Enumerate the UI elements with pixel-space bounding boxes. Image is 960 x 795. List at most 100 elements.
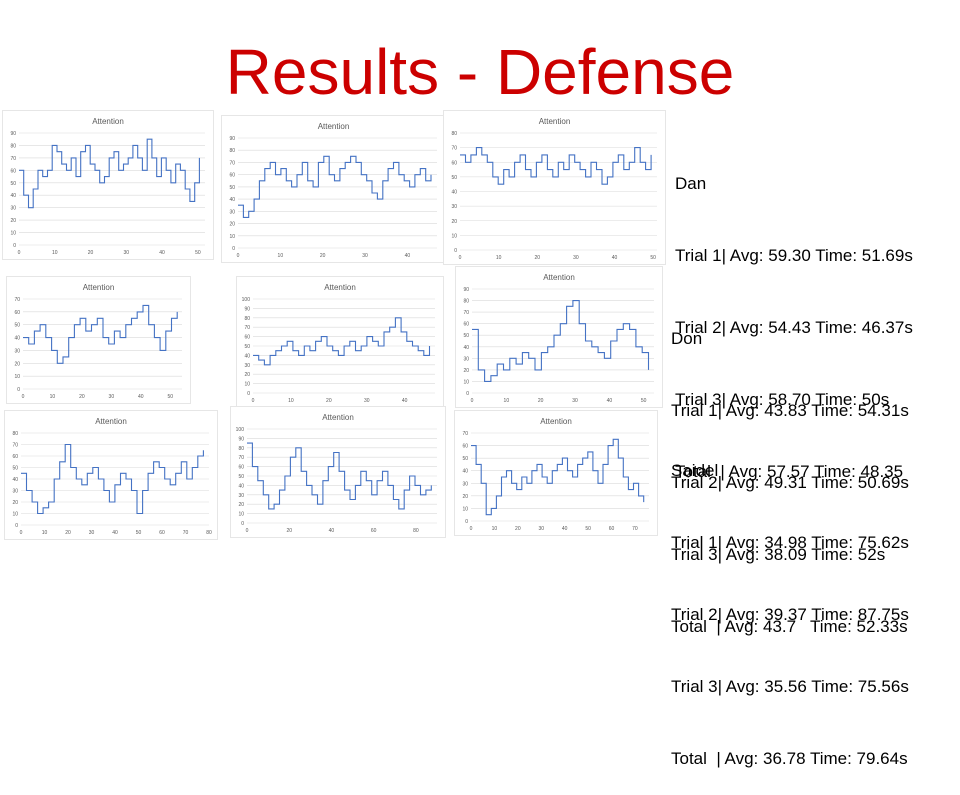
y-tick-label: 0: [17, 387, 20, 393]
stats-line: Total | Avg: 36.78 Time: 79.64s: [671, 749, 908, 768]
x-tick-label: 30: [109, 394, 115, 400]
y-tick-label: 30: [463, 356, 469, 362]
stats-line: Trial 2| Avg: 49.31 Time: 50.69s: [671, 473, 909, 492]
y-tick-label: 50: [12, 466, 18, 472]
series-line: [460, 147, 652, 185]
x-tick-label: 20: [515, 526, 521, 532]
stats-line: Trial 2| Avg: 39.37 Time: 87.75s: [671, 605, 909, 624]
y-tick-label: 60: [229, 173, 235, 179]
chart-svg: Attention 0 10 20 30 40 50 60 70 80 90 0 10 20 30 40 50: [463, 273, 654, 404]
stats-line: Trial 1| Avg: 34.98 Time: 75.62s: [671, 533, 909, 552]
x-tick-label: 40: [138, 394, 144, 400]
stats-line: Trial 2| Avg: 54.43 Time: 46.37s: [675, 318, 913, 337]
x-tick-label: 20: [79, 394, 85, 400]
x-tick-label: 20: [326, 398, 332, 404]
y-tick-label: 60: [451, 160, 457, 166]
y-tick-label: 20: [463, 368, 469, 374]
y-tick-label: 40: [238, 483, 244, 489]
y-tick-label: 80: [229, 148, 235, 154]
y-tick-label: 20: [14, 361, 20, 367]
y-tick-label: 70: [10, 156, 16, 162]
chart-svg: Attention 0 10 20 30 40 50 60 70 0 10 20 30 40 50: [14, 283, 182, 400]
chart-don-trial-2: Attention 0 10 20 30 40 50 60 70 80 90 100 0 10 20 30 40: [236, 276, 444, 408]
y-tick-label: 10: [14, 374, 20, 380]
y-tick-label: 10: [10, 231, 16, 237]
y-tick-label: 80: [451, 131, 457, 137]
x-tick-label: 20: [286, 528, 292, 534]
y-tick-label: 0: [232, 246, 235, 252]
chart-title: Attention: [318, 122, 350, 131]
y-tick-label: 80: [244, 316, 250, 322]
x-tick-label: 40: [159, 250, 165, 256]
chart-svg: Attention 0 10 20 30 40 50 60 70 80 90 0 10 20 30 40 50: [10, 117, 205, 256]
y-tick-label: 10: [451, 233, 457, 239]
stats-line: Trial 3| Avg: 35.56 Time: 75.56s: [671, 677, 909, 696]
x-tick-label: 0: [237, 253, 240, 259]
x-tick-label: 50: [136, 530, 142, 536]
chart-title: Attention: [543, 273, 575, 282]
chart-title: Attention: [83, 283, 115, 292]
y-tick-label: 30: [462, 481, 468, 487]
x-tick-label: 0: [22, 394, 25, 400]
x-tick-label: 0: [246, 528, 249, 534]
chart-saidel-trial-1: Attention 0 10 20 30 40 50 60 70 80 0 10 20 30 40 50 60 7…: [4, 410, 218, 540]
chart-title: Attention: [540, 417, 572, 426]
y-tick-label: 70: [12, 443, 18, 449]
y-tick-label: 30: [12, 489, 18, 495]
stats-name: Dan: [675, 174, 707, 193]
x-tick-label: 40: [112, 530, 118, 536]
chart-saidel-trial-3: Attention 0 10 20 30 40 50 60 70 0 10 20 30 40 50 60 70: [454, 410, 658, 536]
series-line: [238, 155, 432, 218]
y-tick-label: 70: [229, 160, 235, 166]
chart-title: Attention: [95, 417, 127, 426]
y-tick-label: 30: [451, 204, 457, 210]
y-tick-label: 20: [12, 500, 18, 506]
y-tick-label: 60: [14, 310, 20, 316]
chart-svg: Attention 0 10 20 30 40 50 60 70 0 10 20 30 40 50 60 70: [462, 417, 649, 532]
x-tick-label: 40: [402, 398, 408, 404]
y-tick-label: 10: [229, 234, 235, 240]
x-tick-label: 70: [632, 526, 638, 532]
y-tick-label: 90: [463, 287, 469, 293]
x-tick-label: 50: [167, 394, 173, 400]
x-tick-label: 30: [573, 255, 579, 261]
x-tick-label: 40: [612, 255, 618, 261]
y-tick-label: 50: [10, 181, 16, 187]
chart-dan-trial-3: Attention 0 10 20 30 40 50 60 70 80 0 10 20 30 40 50: [443, 110, 666, 265]
x-tick-label: 30: [538, 526, 544, 532]
stats-line: Trial 1| Avg: 59.30 Time: 51.69s: [675, 246, 913, 265]
y-tick-label: 40: [12, 477, 18, 483]
x-tick-label: 50: [585, 526, 591, 532]
x-tick-label: 10: [496, 255, 502, 261]
y-tick-label: 40: [463, 345, 469, 351]
stats-saidel: Saidel Trial 1| Avg: 34.98 Time: 75.62s …: [671, 411, 909, 795]
y-tick-label: 80: [463, 299, 469, 305]
x-tick-label: 60: [609, 526, 615, 532]
series-line: [19, 138, 200, 209]
chart-svg: Attention 0 10 20 30 40 50 60 70 80 90 100 0 10 20 30 40: [242, 283, 435, 404]
y-tick-label: 100: [242, 297, 251, 303]
chart-saidel-trial-2: Attention 0 10 20 30 40 50 60 70 80 90 100 0 20 40 60 80: [230, 406, 446, 538]
x-tick-label: 0: [471, 398, 474, 404]
x-tick-label: 40: [405, 253, 411, 259]
series-line: [472, 300, 650, 382]
y-tick-label: 80: [10, 143, 16, 149]
x-tick-label: 0: [18, 250, 21, 256]
y-tick-label: 30: [10, 206, 16, 212]
series-line: [23, 304, 178, 364]
y-tick-label: 10: [12, 512, 18, 518]
x-tick-label: 10: [52, 250, 58, 256]
x-tick-label: 20: [88, 250, 94, 256]
stats-name: Saidel: [671, 461, 719, 480]
chart-title: Attention: [92, 117, 124, 126]
x-tick-label: 10: [492, 526, 498, 532]
y-tick-label: 60: [10, 168, 16, 174]
y-tick-label: 70: [238, 455, 244, 461]
x-tick-label: 30: [124, 250, 130, 256]
x-tick-label: 0: [252, 398, 255, 404]
chart-title: Attention: [539, 117, 571, 126]
stats-dan: Dan Trial 1| Avg: 59.30 Time: 51.69s Tri…: [675, 124, 913, 508]
x-tick-label: 0: [459, 255, 462, 261]
y-tick-label: 70: [244, 325, 250, 331]
x-tick-label: 40: [562, 526, 568, 532]
